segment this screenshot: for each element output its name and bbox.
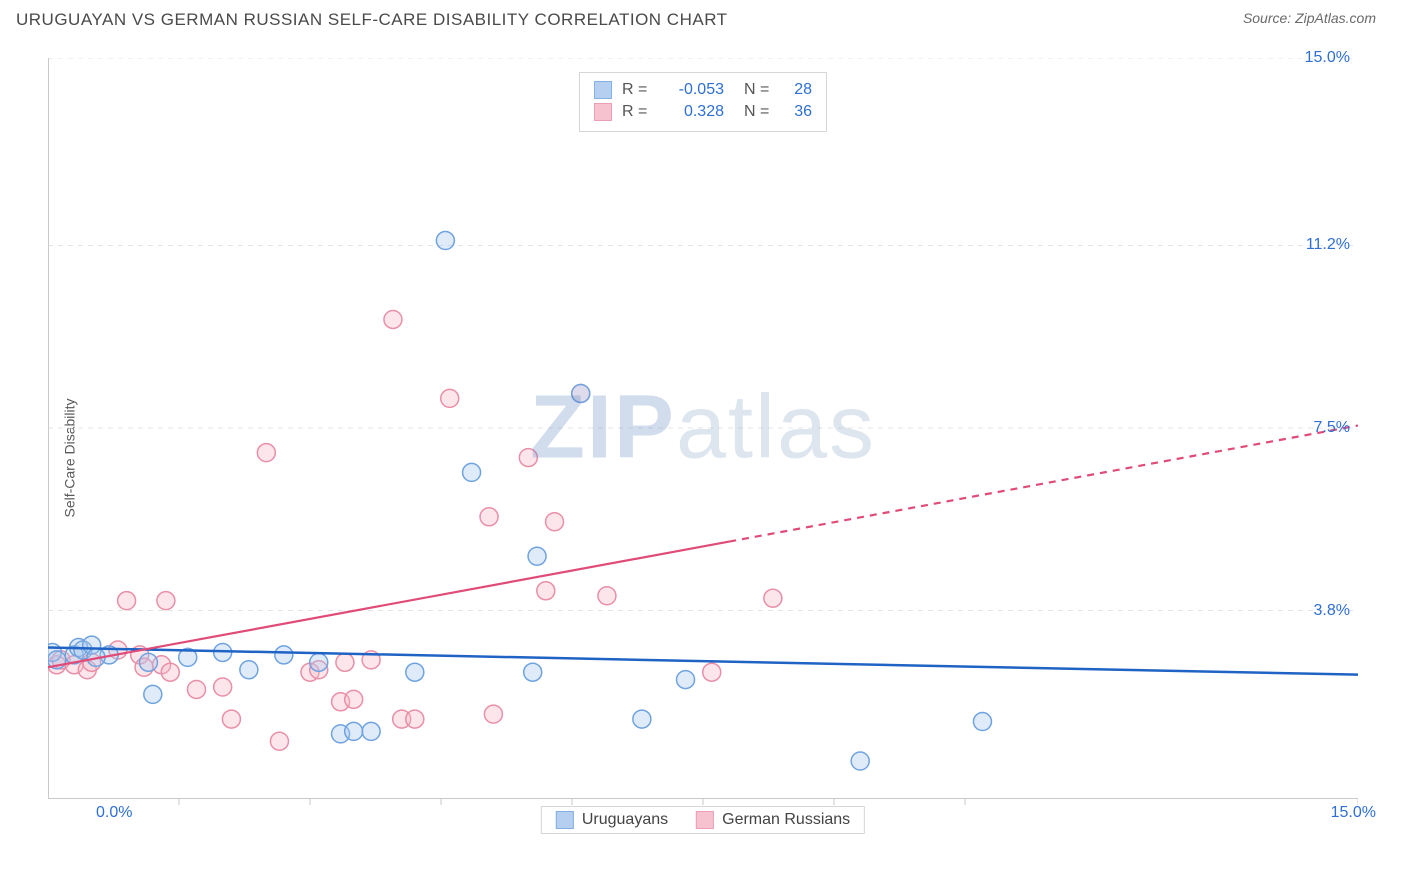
- legend-swatch-german-russians: [594, 103, 612, 121]
- chart-title: URUGUAYAN VS GERMAN RUSSIAN SELF-CARE DI…: [16, 10, 728, 30]
- y-tick-label: 11.2%: [1306, 236, 1350, 254]
- source-prefix: Source:: [1243, 10, 1295, 26]
- legend-swatch-uruguayans: [594, 81, 612, 99]
- legend-row-german-russians: R = 0.328 N = 36: [594, 101, 812, 123]
- scatter-plot-svg: [48, 58, 1358, 828]
- legend-label-uruguayans: Uruguayans: [582, 811, 668, 829]
- y-tick-label: 7.5%: [1314, 419, 1350, 437]
- legend-item-german-russians: German Russians: [696, 811, 850, 829]
- n-value-uruguayans: 28: [784, 79, 812, 101]
- source-attribution: Source: ZipAtlas.com: [1243, 10, 1376, 26]
- legend-item-uruguayans: Uruguayans: [556, 811, 668, 829]
- x-max-label: 15.0%: [1331, 804, 1376, 822]
- series-legend: Uruguayans German Russians: [541, 806, 865, 834]
- y-tick-label: 3.8%: [1314, 602, 1350, 620]
- legend-row-uruguayans: R = -0.053 N = 28: [594, 79, 812, 101]
- plot-area: ZIPatlas R = -0.053 N = 28 R = 0.328 N =…: [48, 58, 1358, 828]
- r-value-german-russians: 0.328: [660, 101, 724, 123]
- n-label: N =: [744, 101, 774, 123]
- r-label: R =: [622, 79, 650, 101]
- r-label: R =: [622, 101, 650, 123]
- chart-container: Self-Care Disability ZIPatlas R = -0.053…: [0, 48, 1406, 868]
- n-label: N =: [744, 79, 774, 101]
- r-value-uruguayans: -0.053: [660, 79, 724, 101]
- n-value-german-russians: 36: [784, 101, 812, 123]
- legend-swatch-uruguayans: [556, 811, 574, 829]
- y-tick-label: 15.0%: [1305, 49, 1350, 67]
- x-min-label: 0.0%: [96, 804, 132, 822]
- legend-label-german-russians: German Russians: [722, 811, 850, 829]
- correlation-legend: R = -0.053 N = 28 R = 0.328 N = 36: [579, 72, 827, 132]
- legend-swatch-german-russians: [696, 811, 714, 829]
- source-name: ZipAtlas.com: [1295, 10, 1376, 26]
